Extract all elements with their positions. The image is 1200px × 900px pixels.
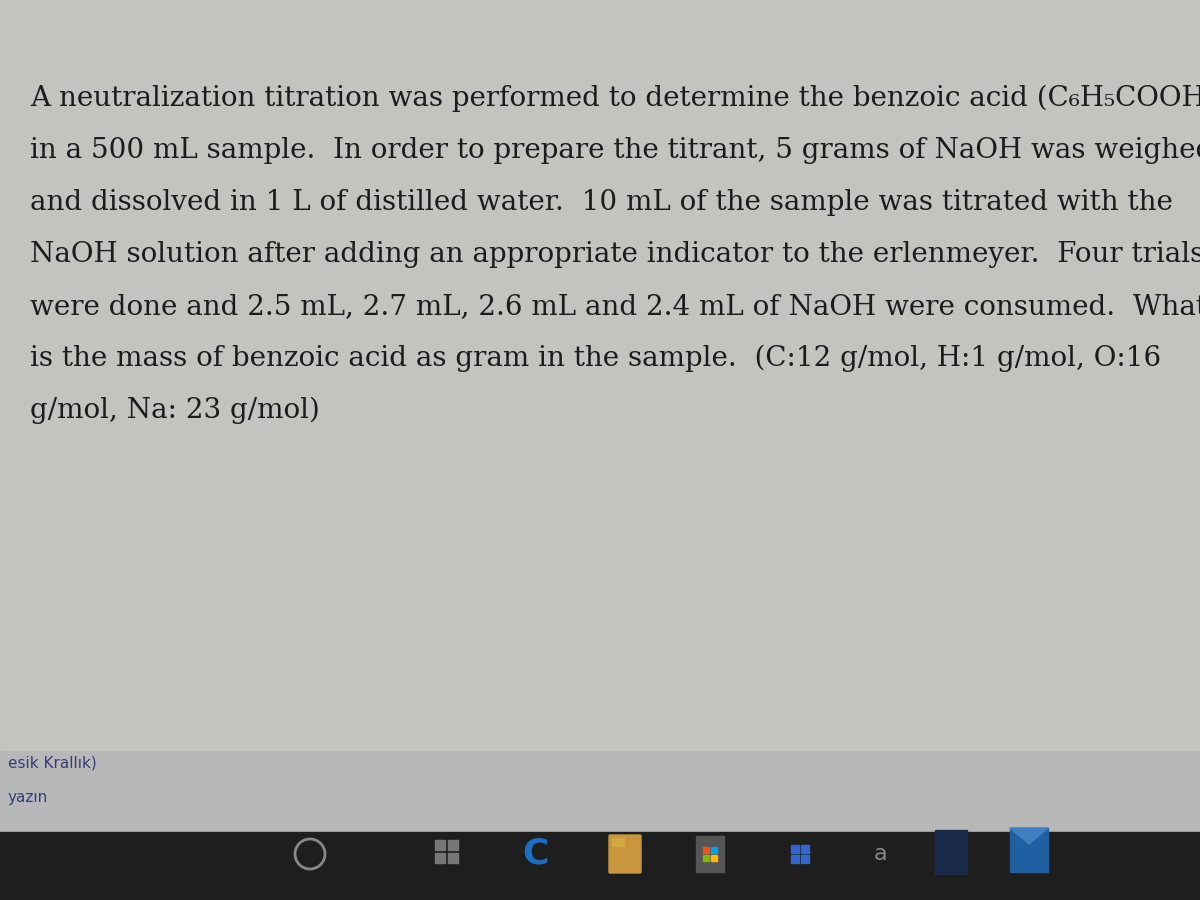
Bar	[448, 853, 458, 863]
FancyBboxPatch shape	[610, 835, 641, 873]
Bar	[696, 836, 724, 872]
Text: C: C	[522, 837, 548, 871]
Text: NaOH solution after adding an appropriate indicator to the erlenmeyer.  Four tri: NaOH solution after adding an appropriat…	[30, 241, 1200, 268]
Bar	[710, 847, 718, 853]
Text: g/mol, Na: 23 g/mol): g/mol, Na: 23 g/mol)	[30, 397, 320, 425]
Text: a: a	[874, 844, 887, 864]
Text: is the mass of benzoic acid as gram in the sample.  (C:12 g/mol, H:1 g/mol, O:16: is the mass of benzoic acid as gram in t…	[30, 345, 1162, 373]
Text: in a 500 mL sample.  In order to prepare the titrant, 5 grams of NaOH was weighe: in a 500 mL sample. In order to prepare …	[30, 137, 1200, 164]
Polygon shape	[1010, 828, 1048, 844]
Bar	[0, 0, 1200, 750]
Bar	[436, 853, 445, 863]
Text: were done and 2.5 mL, 2.7 mL, 2.6 mL and 2.4 mL of NaOH were consumed.  What: were done and 2.5 mL, 2.7 mL, 2.6 mL and…	[30, 293, 1200, 320]
Bar	[935, 830, 967, 874]
Bar	[703, 847, 709, 853]
Bar	[448, 840, 458, 850]
Text: yazın: yazın	[8, 790, 48, 805]
Bar	[612, 838, 624, 846]
Bar	[436, 840, 445, 850]
Bar	[0, 832, 1200, 900]
Text: A neutralization titration was performed to determine the benzoic acid (C₆H₅COOH: A neutralization titration was performed…	[30, 85, 1200, 112]
Text: and dissolved in 1 L of distilled water.  10 mL of the sample was titrated with : and dissolved in 1 L of distilled water.…	[30, 189, 1172, 216]
Bar	[710, 855, 718, 861]
Bar	[703, 855, 709, 861]
Bar	[1010, 828, 1048, 872]
Text: esik Krallık): esik Krallık)	[8, 755, 97, 770]
